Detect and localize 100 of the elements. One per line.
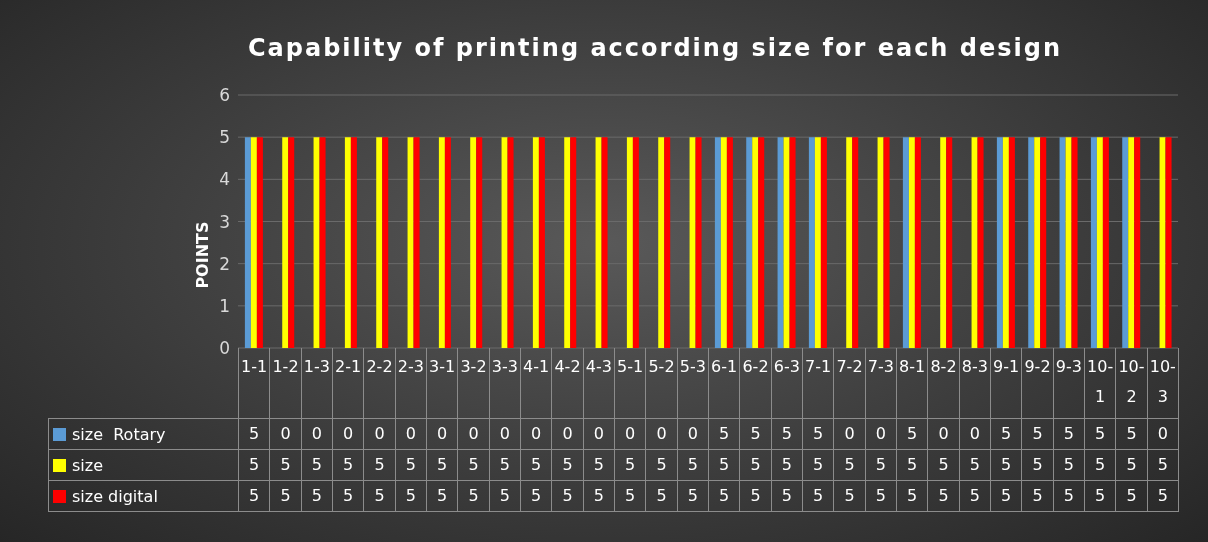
data-label: 5 — [394, 449, 427, 481]
data-label: 0 — [300, 418, 333, 450]
legend-label: size digital — [48, 480, 239, 512]
data-label: 5 — [269, 480, 302, 512]
data-label: 0 — [614, 418, 647, 450]
data-label: 0 — [332, 418, 365, 450]
data-label: 5 — [1052, 449, 1085, 481]
data-label: 0 — [520, 418, 553, 450]
data-label: 0 — [488, 418, 521, 450]
x-tick-label: 4-3 — [582, 348, 615, 419]
data-label: 5 — [864, 449, 897, 481]
x-tick-label: 10-1 — [1084, 348, 1117, 419]
data-label: 5 — [394, 480, 427, 512]
data-label: 5 — [488, 480, 521, 512]
data-label: 0 — [457, 418, 490, 450]
x-tick-label: 9-2 — [1021, 348, 1054, 419]
y-tick-label: 0 — [219, 338, 230, 359]
data-label: 0 — [676, 418, 709, 450]
data-label: 5 — [927, 480, 960, 512]
x-tick-label: 3-3 — [488, 348, 521, 419]
y-tick-label: 3 — [219, 211, 230, 232]
x-tick-label: 2-2 — [363, 348, 396, 419]
data-label: 5 — [958, 480, 991, 512]
data-label: 5 — [802, 449, 835, 481]
data-label: 5 — [457, 480, 490, 512]
x-tick-label: 3-2 — [457, 348, 490, 419]
x-tick-label: 8-1 — [896, 348, 929, 419]
x-tick-label: 8-2 — [927, 348, 960, 419]
data-label: 5 — [645, 480, 678, 512]
data-label: 5 — [1052, 418, 1085, 450]
x-tick-label: 1-2 — [269, 348, 302, 419]
x-tick-label: 5-2 — [645, 348, 678, 419]
data-label: 5 — [739, 480, 772, 512]
data-label: 5 — [896, 480, 929, 512]
x-tick-label: 9-1 — [990, 348, 1023, 419]
data-label: 5 — [520, 480, 553, 512]
data-label: 0 — [394, 418, 427, 450]
x-tick-label: 4-1 — [520, 348, 553, 419]
x-tick-label: 10-2 — [1115, 348, 1148, 419]
data-label: 5 — [990, 480, 1023, 512]
data-label: 5 — [833, 480, 866, 512]
x-tick-label: 9-3 — [1052, 348, 1085, 419]
data-label: 5 — [739, 418, 772, 450]
data-label: 5 — [1084, 449, 1117, 481]
data-label: 5 — [269, 449, 302, 481]
data-label: 5 — [614, 449, 647, 481]
x-tick-label: 2-1 — [332, 348, 365, 419]
x-tick-label: 8-3 — [958, 348, 991, 419]
data-label: 5 — [426, 480, 459, 512]
x-tick-label: 6-2 — [739, 348, 772, 419]
x-tick-label: 7-1 — [802, 348, 835, 419]
x-tick-label: 5-3 — [676, 348, 709, 419]
data-label: 5 — [520, 449, 553, 481]
x-tick-label: 1-3 — [300, 348, 333, 419]
data-label: 0 — [864, 418, 897, 450]
y-tick-label: 4 — [219, 169, 230, 190]
data-label: 5 — [582, 449, 615, 481]
data-label: 5 — [708, 449, 741, 481]
data-label: 5 — [770, 449, 803, 481]
x-tick-label: 4-2 — [551, 348, 584, 419]
data-label: 0 — [426, 418, 459, 450]
data-label: 5 — [332, 449, 365, 481]
data-label: 5 — [896, 418, 929, 450]
data-label: 0 — [551, 418, 584, 450]
x-tick-label: 6-1 — [708, 348, 741, 419]
data-label: 5 — [1115, 480, 1148, 512]
data-label: 5 — [1021, 418, 1054, 450]
data-label: 5 — [1115, 418, 1148, 450]
x-tick-label: 5-1 — [614, 348, 647, 419]
data-label: 0 — [269, 418, 302, 450]
data-label: 5 — [551, 480, 584, 512]
x-tick-label: 10-3 — [1146, 348, 1179, 419]
data-label: 5 — [582, 480, 615, 512]
data-label: 0 — [958, 418, 991, 450]
data-label: 5 — [1146, 480, 1179, 512]
data-label: 5 — [1146, 449, 1179, 481]
data-label: 5 — [708, 480, 741, 512]
data-label: 0 — [582, 418, 615, 450]
data-label: 5 — [363, 480, 396, 512]
data-label: 5 — [1021, 480, 1054, 512]
x-tick-label: 7-2 — [833, 348, 866, 419]
data-label: 5 — [300, 449, 333, 481]
data-label: 5 — [802, 480, 835, 512]
data-label: 5 — [332, 480, 365, 512]
data-label: 5 — [1021, 449, 1054, 481]
y-tick-label: 6 — [219, 85, 230, 106]
x-tick-label: 1-1 — [238, 348, 271, 419]
data-label: 0 — [833, 418, 866, 450]
data-label: 5 — [958, 449, 991, 481]
data-label: 5 — [426, 449, 459, 481]
x-tick-label: 3-1 — [426, 348, 459, 419]
data-label: 5 — [739, 449, 772, 481]
x-tick-label: 2-3 — [394, 348, 427, 419]
data-label: 5 — [802, 418, 835, 450]
y-axis-title: POINTS — [192, 221, 212, 289]
data-label: 5 — [551, 449, 584, 481]
y-tick-label: 2 — [219, 253, 230, 274]
legend-label: size — [48, 449, 239, 481]
data-label: 5 — [676, 449, 709, 481]
data-label: 5 — [645, 449, 678, 481]
